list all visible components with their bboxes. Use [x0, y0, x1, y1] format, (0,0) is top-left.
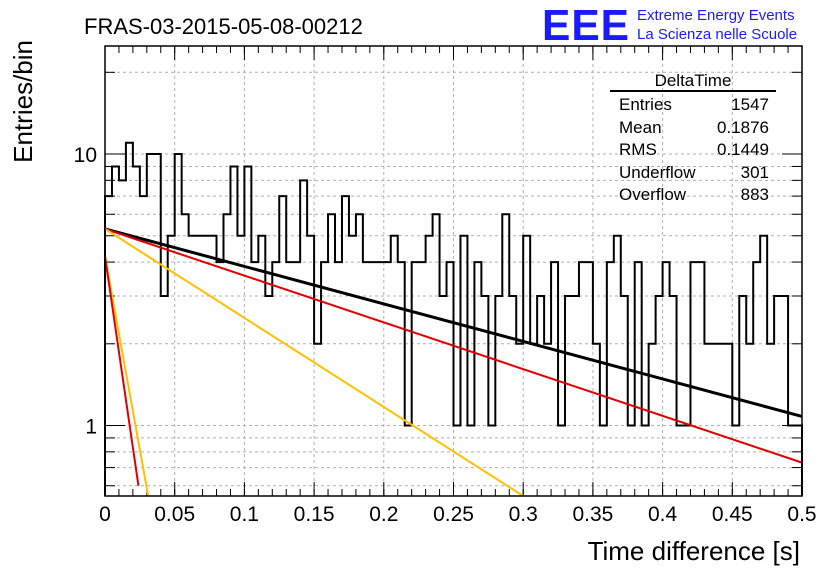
x-tick-label: 0.5 [787, 503, 816, 526]
x-tick-label: 0.1 [230, 503, 259, 526]
stat-value-underflow: 301 [741, 163, 769, 182]
stat-label-entries: Entries [619, 95, 672, 114]
stat-label-overflow: Overflow [619, 185, 687, 204]
x-tick-label: 0.05 [154, 503, 195, 526]
plot-frame [104, 45, 803, 497]
stats-box: DeltaTime Entries 1547 Mean 0.1876 RMS 0… [610, 71, 776, 204]
stat-label-underflow: Underflow [619, 163, 696, 182]
x-tick-label: 0.35 [572, 503, 613, 526]
logo-line-1: Extreme Energy Events [637, 7, 795, 24]
x-tick-label: 0.3 [509, 503, 538, 526]
histogram-series [104, 141, 803, 496]
fit-line-4 [104, 256, 140, 486]
stat-value-entries: 1547 [731, 95, 769, 114]
x-tick-label: 0.45 [712, 503, 753, 526]
fit-line-2 [104, 228, 524, 497]
x-tick-label: 0.2 [369, 503, 398, 526]
x-tick-labels: 0 0.05 0.1 0.15 0.2 0.25 0.3 0.35 0.4 0.45 0.5 [99, 503, 816, 526]
eee-logo-icon: EEE [542, 1, 630, 50]
stats-box-name: DeltaTime [655, 71, 732, 90]
x-tick-label: 0.4 [648, 503, 678, 526]
stat-value-rms: 0.1449 [717, 140, 769, 159]
y-tick-labels: 1 10 [74, 144, 97, 438]
fit-line-0 [104, 227, 803, 418]
x-tick-label: 0.15 [294, 503, 335, 526]
fit-line-1 [104, 227, 803, 464]
fit-line-3 [104, 256, 150, 497]
axis-ticks [104, 46, 803, 496]
logo-line-2: La Scienza nelle Scuole [637, 26, 797, 43]
run-label: FRAS-03-2015-05-08-00212 [84, 14, 363, 39]
x-axis-title: Time difference [s] [588, 536, 800, 566]
y-tick-label: 1 [85, 416, 97, 439]
x-tick-label: 0.25 [433, 503, 474, 526]
fit-lines [104, 227, 803, 497]
x-tick-label: 0 [99, 503, 111, 526]
stat-value-overflow: 883 [741, 185, 769, 204]
stat-value-mean: 0.1876 [717, 118, 769, 137]
y-axis-title: Entries/bin [8, 40, 38, 163]
stat-label-rms: RMS [619, 140, 657, 159]
y-tick-label: 10 [74, 144, 97, 167]
stat-label-mean: Mean [619, 118, 662, 137]
